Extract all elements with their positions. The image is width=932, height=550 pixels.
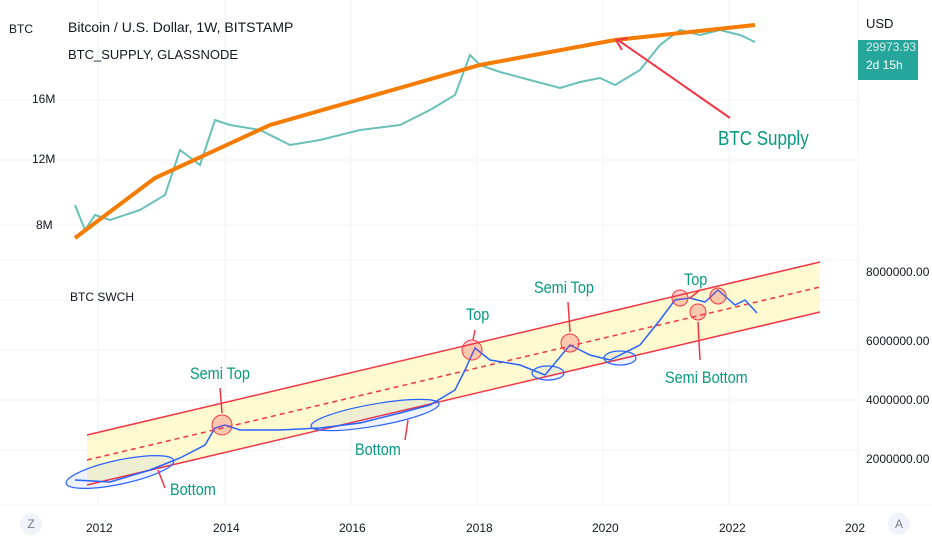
top-marker bbox=[560, 333, 580, 353]
x-tick: 2012 bbox=[86, 521, 113, 535]
btc-supply-line bbox=[73, 23, 756, 240]
semi-bottom-label: Semi Bottom bbox=[665, 368, 748, 387]
bottom-marker bbox=[689, 303, 707, 321]
annotation-arrow bbox=[472, 329, 476, 341]
annotation-arrow bbox=[219, 387, 223, 414]
x-tick: 2022 bbox=[719, 521, 746, 535]
bottom-marker bbox=[531, 365, 565, 381]
annotation-arrow bbox=[697, 321, 701, 361]
top-label: Top bbox=[466, 305, 490, 324]
y-tick: 2000000.00 bbox=[866, 452, 930, 466]
swch-title[interactable]: BTC SWCH bbox=[70, 290, 134, 304]
y-tick: 8M bbox=[36, 218, 53, 232]
last-price: 29973.93 bbox=[866, 40, 917, 54]
bottom-label: Bottom bbox=[170, 480, 216, 499]
top-marker bbox=[671, 289, 689, 307]
annotation-arrow bbox=[157, 469, 166, 489]
x-tick: 2018 bbox=[466, 521, 493, 535]
channel-lower bbox=[86, 311, 821, 486]
y-tick: 12M bbox=[32, 152, 56, 166]
top-label: Top bbox=[684, 270, 708, 289]
semi-top-label: Semi Top bbox=[190, 364, 250, 383]
scale-label: BTC bbox=[9, 22, 33, 36]
zoom-reset-button[interactable]: Z bbox=[20, 513, 42, 535]
bottom-marker bbox=[65, 455, 175, 489]
price-badge: 29973.93 2d 15h bbox=[858, 40, 918, 80]
top-marker bbox=[709, 287, 727, 305]
auto-scale-button[interactable]: A bbox=[888, 513, 910, 535]
annotation-arrow bbox=[567, 301, 571, 333]
y-tick: 4000000.00 bbox=[866, 393, 930, 407]
indicator-title[interactable]: BTC_SUPPLY, GLASSNODE bbox=[68, 47, 239, 62]
supply-arrow bbox=[617, 39, 731, 119]
currency-label: USD bbox=[866, 16, 894, 31]
channel-upper bbox=[86, 261, 821, 436]
bottom-marker bbox=[603, 350, 637, 366]
price-series bbox=[74, 28, 756, 233]
top-marker bbox=[211, 414, 233, 436]
top-marker bbox=[461, 339, 483, 361]
supply-arrowhead bbox=[614, 37, 629, 51]
annotation-arrow bbox=[689, 289, 701, 299]
x-tick: 2020 bbox=[592, 521, 619, 535]
annotation-arrow bbox=[404, 419, 409, 441]
y-tick: 16M bbox=[32, 92, 56, 106]
y-tick: 6000000.00 bbox=[866, 334, 930, 348]
countdown: 2d 15h bbox=[866, 58, 903, 72]
symbol-title[interactable]: Bitcoin / U.S. Dollar, 1W, BITSTAMP bbox=[68, 19, 294, 35]
semi-top-label: Semi Top bbox=[534, 278, 594, 297]
x-tick: 2016 bbox=[339, 521, 366, 535]
bottom-marker bbox=[310, 398, 440, 432]
bottom-label: Bottom bbox=[355, 440, 401, 459]
btc-supply-annotation: BTC Supply bbox=[718, 128, 809, 150]
y-tick: 8000000.00 bbox=[866, 265, 930, 279]
x-tick: 2014 bbox=[213, 521, 240, 535]
x-tick: 202 bbox=[845, 521, 866, 535]
